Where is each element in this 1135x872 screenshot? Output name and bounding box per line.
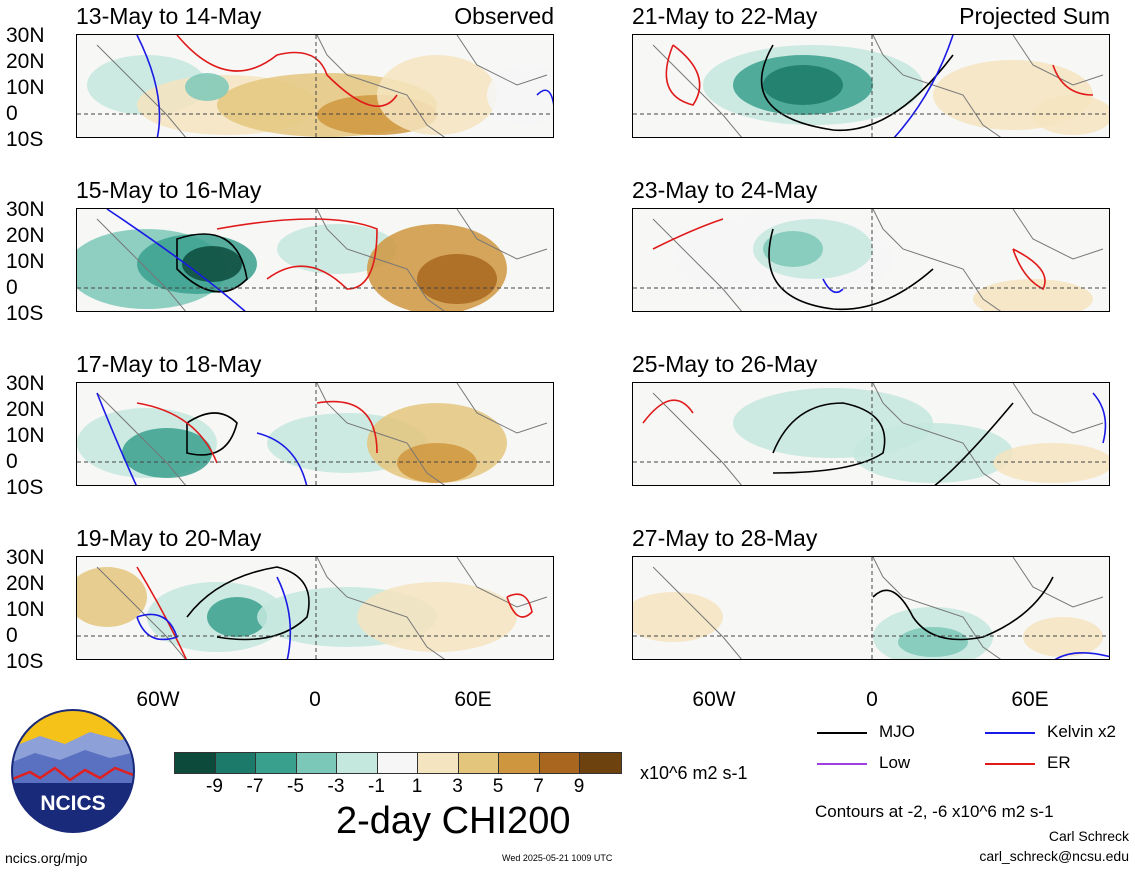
colorbar-swatch — [175, 753, 216, 773]
lat-label: 0 — [6, 102, 18, 125]
lat-label: 0 — [6, 450, 18, 473]
map-panel: 15-May to 16-May 30N 20N 10N 0 10S — [0, 174, 600, 354]
panel-title: 19-May to 20-May — [76, 525, 262, 551]
lat-label: 10N — [6, 598, 45, 621]
lon-label-0-left: 0 — [309, 688, 321, 711]
logo-text: NCICS — [40, 792, 105, 815]
colorbar-swatch — [580, 753, 621, 773]
map-panel: 17-May to 18-May 30N 20N 10N 0 10S — [0, 348, 600, 528]
map-panel: 21-May to 22-May Projected Sum 30N20N10N… — [556, 0, 1135, 180]
author-email[interactable]: carl_schreck@ncsu.edu — [979, 848, 1129, 864]
lat-label: 10N — [6, 424, 45, 447]
lon-label-60e-left: 60E — [454, 688, 492, 711]
chi200-map — [76, 208, 554, 312]
lon-label-60e-right: 60E — [1011, 688, 1049, 711]
contours-note: Contours at -2, -6 x10^6 m2 s-1 — [815, 802, 1054, 821]
colorbar-swatch — [296, 753, 337, 773]
lat-label: 30N — [6, 546, 45, 569]
colorbar-tick-label: -3 — [327, 776, 345, 797]
panel-title: 25-May to 26-May — [632, 351, 818, 377]
colorbar-tick-label: 9 — [573, 776, 585, 797]
legend-mjo-label: MJO — [879, 722, 915, 741]
colorbar-tick-label: -5 — [287, 776, 304, 797]
lat-label: 10S — [6, 302, 44, 325]
lat-label: 10S — [6, 128, 44, 151]
colorbar-swatch — [499, 753, 540, 773]
legend-low-label: Low — [879, 753, 911, 772]
lat-label: 10S — [6, 650, 44, 673]
legend-er-swatch — [985, 762, 1035, 765]
colorbar-tick-label: 1 — [411, 776, 423, 797]
chi200-map — [76, 34, 554, 138]
lat-label: 0 — [6, 276, 18, 299]
ncics-logo: NCICS — [10, 708, 136, 834]
panel-title: 15-May to 16-May — [76, 177, 262, 203]
colorbar-tick-label: -9 — [206, 776, 223, 797]
panel-title: 17-May to 18-May — [76, 351, 262, 377]
colorbar-tick-label: -7 — [246, 776, 264, 797]
colorbar-swatch — [377, 753, 418, 773]
colorbar-tick-label: 3 — [452, 776, 463, 797]
lat-label: 20N — [6, 572, 45, 595]
lat-label: 10S — [6, 476, 44, 499]
colorbar-swatch — [256, 753, 297, 773]
lat-label: 30N — [6, 372, 45, 395]
lat-label: 30N — [6, 24, 45, 47]
lat-label: 30N — [6, 198, 45, 221]
legend-er: ER — [985, 753, 1071, 773]
chi200-map — [632, 208, 1110, 312]
author: Carl Schreck — [1048, 828, 1129, 844]
panel-tag: Observed — [454, 3, 554, 29]
timestamp: Wed 2025-05-21 1009 UTC — [502, 853, 613, 863]
colorbar — [174, 752, 622, 774]
legend-mjo-swatch — [817, 731, 867, 734]
panel-tag: Projected Sum — [959, 3, 1110, 29]
legend-kelvin-swatch — [985, 731, 1035, 734]
colorbar-tick-label: 7 — [533, 776, 544, 797]
panel-title: 27-May to 28-May — [632, 525, 818, 551]
legend-kelvin-label: Kelvin x2 — [1047, 722, 1116, 741]
chi200-map — [632, 382, 1110, 486]
lat-label: 20N — [6, 50, 45, 73]
chi200-map — [76, 382, 554, 486]
lon-label-0-right: 0 — [866, 688, 878, 711]
legend-low-swatch — [817, 762, 867, 765]
colorbar-units: x10^6 m2 s-1 — [640, 763, 748, 783]
panel-title: 13-May to 14-May — [76, 3, 262, 29]
panel-title: 23-May to 24-May — [632, 177, 818, 203]
colorbar-tick-label: 5 — [492, 776, 504, 797]
colorbar-swatch — [418, 753, 459, 773]
chi200-map — [632, 34, 1110, 138]
legend-kelvin: Kelvin x2 — [985, 722, 1116, 742]
legend-er-label: ER — [1047, 753, 1071, 772]
chi200-map — [632, 556, 1110, 660]
lon-label-60w-right: 60W — [692, 688, 736, 711]
site-link[interactable]: ncics.org/mjo — [5, 850, 88, 866]
lon-label-60w-left: 60W — [136, 688, 180, 711]
lat-label: 0 — [6, 624, 18, 647]
legend-mjo: MJO — [817, 722, 915, 742]
colorbar-swatch — [539, 753, 580, 773]
lat-label: 20N — [6, 398, 45, 421]
main-title: 2-day CHI200 — [336, 800, 571, 842]
map-panel: 13-May to 14-May Observed 30N 20N 10N 0 10S — [0, 0, 600, 180]
colorbar-tick-label: -1 — [368, 776, 385, 797]
colorbar-swatch — [337, 753, 378, 773]
lat-label: 10N — [6, 76, 45, 99]
legend-low: Low — [817, 753, 910, 773]
colorbar-swatch — [215, 753, 256, 773]
lat-label: 20N — [6, 224, 45, 247]
lat-label: 10N — [6, 250, 45, 273]
chi200-map — [76, 556, 554, 660]
panel-title: 21-May to 22-May — [632, 3, 818, 29]
map-panel: 19-May to 20-May 30N 20N 10N 0 10S — [0, 522, 600, 702]
colorbar-swatch — [458, 753, 499, 773]
